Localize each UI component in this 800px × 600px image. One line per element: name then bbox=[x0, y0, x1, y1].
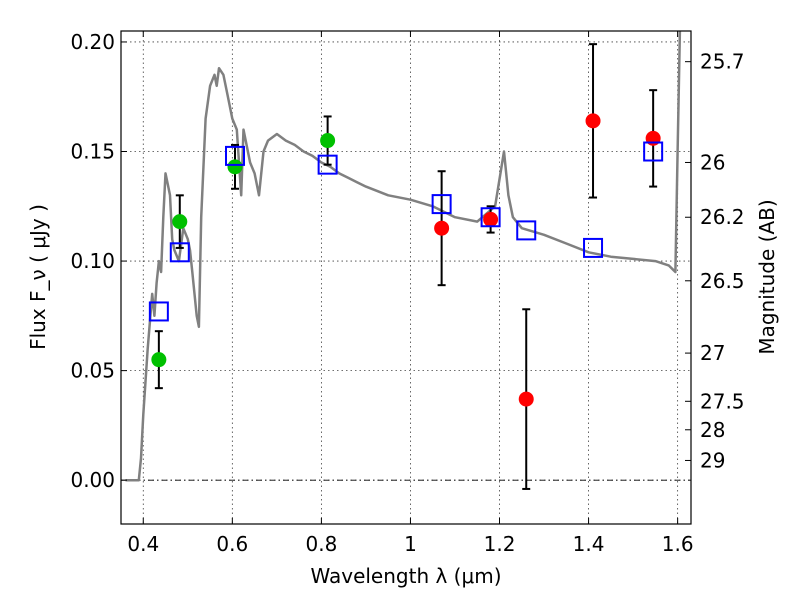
model-sed-line bbox=[125, 31, 682, 482]
x-axis-title: Wavelength λ (μm) bbox=[310, 564, 501, 588]
x-tick-label: 0.4 bbox=[127, 532, 159, 556]
blue-square-point bbox=[480, 207, 501, 228]
blue-square-point bbox=[317, 154, 338, 175]
blue-square-point bbox=[516, 220, 537, 241]
x-tick-label: 0.6 bbox=[216, 532, 248, 556]
series-layer bbox=[125, 31, 682, 490]
mag-tick-label: 29 bbox=[700, 448, 725, 472]
plot-frame bbox=[120, 30, 692, 525]
blue-square-point bbox=[643, 141, 664, 162]
y-axis-right-title: Magnitude (AB) bbox=[755, 199, 779, 354]
red-data-point bbox=[434, 220, 450, 236]
mag-tick-label: 27 bbox=[700, 341, 725, 365]
y-tick-label: 0.15 bbox=[70, 140, 115, 164]
y-tick-label: 0.05 bbox=[70, 359, 115, 383]
y-tick-label: 0.10 bbox=[70, 249, 115, 273]
red-data-point bbox=[645, 130, 661, 146]
x-tick-label: 0.8 bbox=[305, 532, 337, 556]
mag-tick-label: 26.2 bbox=[700, 205, 745, 229]
mag-tick-label: 25.7 bbox=[700, 50, 745, 74]
mag-tick-label: 27.5 bbox=[700, 389, 745, 413]
mag-tick-label: 26.5 bbox=[700, 269, 745, 293]
green-data-point bbox=[151, 352, 167, 368]
x-tick-label: 1 bbox=[404, 532, 417, 556]
red-data-point bbox=[483, 211, 499, 227]
red-data-point bbox=[585, 113, 601, 129]
x-tick-label: 1.6 bbox=[662, 532, 694, 556]
mag-tick-label: 28 bbox=[700, 418, 725, 442]
x-tick-label: 1.2 bbox=[484, 532, 516, 556]
green-data-point bbox=[172, 214, 188, 230]
blue-square-point bbox=[169, 242, 190, 263]
green-data-point bbox=[320, 133, 336, 149]
y-tick-label: 0.20 bbox=[70, 30, 115, 54]
red-data-point bbox=[518, 391, 534, 407]
blue-square-point bbox=[583, 237, 604, 258]
blue-square-point bbox=[148, 301, 169, 322]
y-axis-title: Flux F_ν ( μJy ) bbox=[26, 204, 50, 350]
blue-square-point bbox=[431, 194, 452, 215]
mag-tick-label: 26 bbox=[700, 150, 725, 174]
blue-square-point bbox=[225, 145, 245, 166]
y-tick-label: 0.00 bbox=[70, 468, 115, 492]
green-data-point bbox=[227, 159, 243, 175]
axis-layer: 0.4 0.6 0.8 1 1.2 1.4 1.6 0.00 0.05 0.10 0.15 0.20 2… bbox=[70, 30, 744, 556]
x-tick-label: 1.4 bbox=[573, 532, 605, 556]
